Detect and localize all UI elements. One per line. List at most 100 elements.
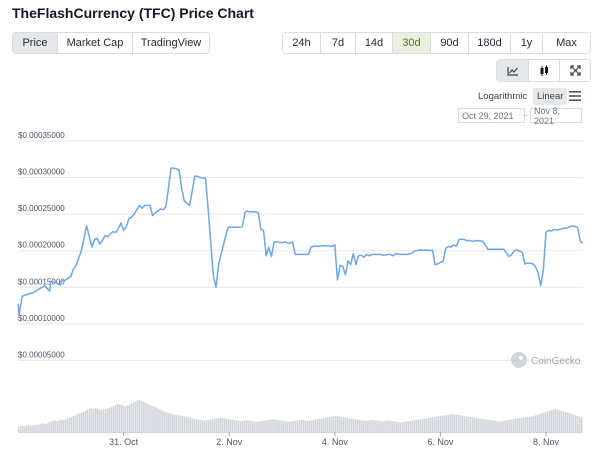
volume-bar [78, 413, 81, 432]
volume-bar [38, 424, 40, 432]
chart-menu-icon[interactable] [569, 89, 581, 103]
range-14d[interactable]: 14d [355, 33, 392, 53]
volume-bar [576, 416, 579, 432]
volume-bar [574, 415, 577, 432]
range-90d[interactable]: 90d [430, 33, 468, 53]
volume-bar [258, 421, 260, 432]
volume-bar [241, 420, 244, 432]
volume-bar [562, 411, 565, 432]
volume-bar [387, 420, 389, 432]
volume-bar [550, 410, 553, 432]
volume-bar [233, 420, 236, 432]
volume-bar [94, 408, 97, 432]
range-24h[interactable]: 24h [292, 37, 311, 49]
linear-scale-button[interactable]: Linear [533, 88, 568, 105]
volume-bar [439, 416, 442, 432]
range-1y[interactable]: 1y [510, 33, 542, 53]
volume-bar [504, 420, 506, 432]
tab-market-cap[interactable]: Market Cap [57, 33, 132, 53]
range-7d[interactable]: 7d [320, 33, 355, 53]
volume-bar [502, 420, 504, 432]
volume-bar [338, 416, 341, 432]
candlestick-button[interactable] [528, 60, 559, 81]
tab-tradingview[interactable]: TradingView [132, 33, 209, 53]
volume-bar [110, 406, 113, 432]
volume-bar [260, 421, 262, 432]
volume-bar [185, 416, 188, 432]
volume-bar [395, 421, 397, 432]
volume-bar [18, 426, 20, 432]
volume-bar [264, 420, 266, 432]
volume-bar [294, 420, 297, 432]
date-range-arrow: → [520, 109, 529, 119]
volume-bar [459, 415, 462, 432]
fullscreen-button[interactable] [559, 60, 590, 81]
volume-bar [330, 416, 333, 432]
volume-bar [346, 417, 349, 432]
volume-bar [373, 420, 375, 432]
volume-bar [139, 400, 141, 432]
line-chart-button[interactable] [497, 60, 528, 81]
volume-bar [116, 403, 119, 432]
tab-price[interactable]: Price [13, 33, 57, 53]
volume-bar [470, 416, 472, 432]
volume-bar [357, 419, 359, 432]
volume-bar [443, 415, 446, 432]
volume-bar [371, 419, 373, 432]
volume-bar [56, 421, 58, 432]
watermark-text: CoinGecko [531, 356, 581, 367]
volume-bar [538, 414, 541, 432]
volume-bar [560, 410, 563, 432]
volume-bar [409, 420, 412, 432]
volume-bar [54, 420, 56, 432]
volume-bar [580, 417, 583, 432]
volume-bar [36, 424, 38, 432]
volume-bar [572, 414, 575, 432]
volume-bar [145, 403, 147, 432]
volume-bar [62, 420, 65, 432]
volume-bar [237, 420, 240, 432]
volume-bar [165, 412, 167, 432]
volume-bar [239, 421, 242, 432]
range-max[interactable]: Max [542, 33, 590, 53]
volume-bar [520, 417, 523, 432]
volume-bar [332, 416, 335, 432]
volume-bar [308, 420, 311, 432]
volume-bar [427, 417, 430, 432]
volume-bar [86, 409, 89, 432]
volume-bar [199, 419, 202, 432]
volume-bar [76, 414, 79, 432]
volume-bar [441, 415, 444, 432]
volume-bar [187, 417, 190, 432]
volume-bar [64, 419, 67, 432]
volume-bar [383, 421, 385, 432]
volume-bar [461, 415, 464, 432]
volume-bar [46, 423, 48, 432]
logarithmic-scale-button[interactable]: Logarithmic [478, 91, 528, 102]
volume-bar [292, 421, 295, 432]
volume-bar [177, 415, 180, 432]
volume-bar [421, 418, 424, 432]
volume-bar [229, 419, 232, 432]
volume-bar [482, 418, 484, 432]
volume-bar [231, 419, 234, 432]
volume-bar [522, 417, 525, 432]
volume-bar [58, 420, 60, 432]
volume-bar [98, 409, 101, 432]
date-range-to-input[interactable]: Nov 8, 2021 [530, 106, 582, 126]
volume-bar [389, 420, 391, 432]
volume-bar [554, 408, 557, 432]
volume-bar [558, 410, 561, 432]
volume-bar [334, 416, 337, 432]
volume-bar [423, 418, 426, 432]
range-180d[interactable]: 180d [468, 33, 510, 53]
range-30d[interactable]: 30d [392, 33, 430, 53]
volume-bar [147, 403, 149, 432]
volume-bar [524, 417, 527, 432]
volume-bar [235, 420, 238, 432]
date-range-from-input[interactable]: Oct 29, 2021 [458, 108, 525, 123]
fullscreen-icon [569, 65, 581, 76]
volume-bar [96, 408, 99, 432]
volume-bar [80, 412, 83, 432]
